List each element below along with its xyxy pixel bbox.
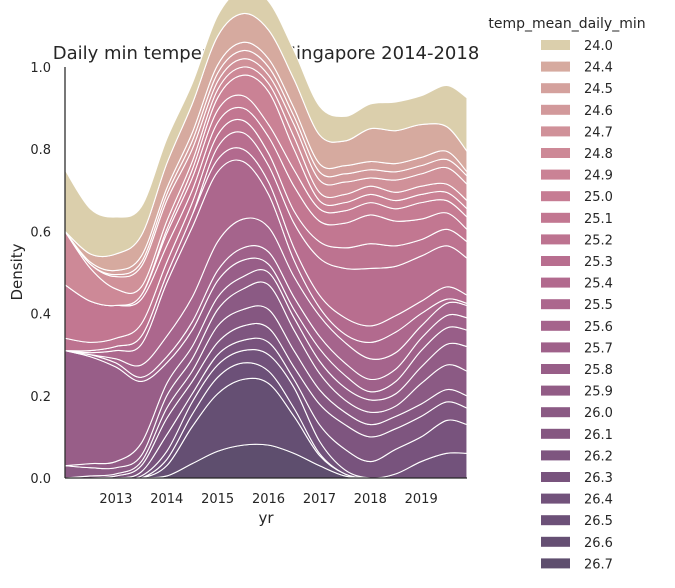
area-24-0 xyxy=(64,0,468,258)
y-axis-label: Density xyxy=(8,243,26,300)
legend-swatch xyxy=(541,40,570,50)
legend-swatch xyxy=(541,148,570,158)
x-tick-label: 2017 xyxy=(303,492,336,507)
x-axis-label: yr xyxy=(258,509,274,527)
legend-swatch xyxy=(541,256,570,266)
x-tick-labels: 2013 2014 2015 2016 2017 2018 2019 xyxy=(99,492,437,507)
y-tick-label: 0.8 xyxy=(30,143,51,158)
legend-label: 26.2 xyxy=(584,449,613,464)
x-tick-label: 2016 xyxy=(252,492,285,507)
legend-swatch xyxy=(541,83,570,94)
legend-label: 25.4 xyxy=(584,277,613,292)
legend-swatch xyxy=(541,515,570,526)
legend-swatch xyxy=(541,450,570,461)
y-tick-label: 0.0 xyxy=(30,472,51,487)
legend-label: 24.9 xyxy=(584,169,613,184)
legend-swatch xyxy=(541,385,570,396)
legend-swatch xyxy=(541,169,570,180)
legend-swatch xyxy=(541,536,570,547)
legend-label: 25.5 xyxy=(584,298,613,313)
legend-swatch xyxy=(541,558,570,569)
legend-label: 25.3 xyxy=(584,255,613,270)
legend-label: 25.0 xyxy=(584,190,613,205)
y-tick-label: 1.0 xyxy=(30,61,51,76)
legend-label: 25.8 xyxy=(584,363,613,378)
x-tick-label: 2014 xyxy=(150,492,183,507)
x-tick-label: 2015 xyxy=(201,492,234,507)
legend-swatch xyxy=(541,320,570,331)
legend-label: 26.7 xyxy=(584,557,613,572)
legend-label: 24.5 xyxy=(584,82,613,97)
legend-title: temp_mean_daily_min xyxy=(488,16,645,32)
legend-label: 26.3 xyxy=(584,471,613,486)
x-tick-label: 2019 xyxy=(405,492,438,507)
legend-label: 24.6 xyxy=(584,104,613,119)
legend-label: 24.7 xyxy=(584,125,613,140)
x-tick-label: 2018 xyxy=(354,492,387,507)
legend-label: 25.9 xyxy=(584,385,613,400)
legend-swatch xyxy=(541,407,570,418)
legend-swatch xyxy=(541,104,570,115)
legend-label: 25.2 xyxy=(584,233,613,248)
legend-label: 26.6 xyxy=(584,536,613,551)
y-tick-label: 0.4 xyxy=(30,308,51,323)
legend-swatch xyxy=(541,61,570,72)
legend-swatch xyxy=(541,493,570,504)
legend-swatch xyxy=(541,428,570,439)
legend-label: 24.8 xyxy=(584,147,613,162)
legend-label: 24.0 xyxy=(584,39,613,54)
legend-swatch xyxy=(541,364,570,374)
y-tick-labels: 0.0 0.2 0.4 0.6 0.8 1.0 xyxy=(30,61,51,487)
legend-swatch xyxy=(541,191,570,202)
legend-swatch xyxy=(541,472,570,482)
area-layers xyxy=(64,0,468,480)
legend: 24.0 24.4 24.5 24.6 24.7 24.8 24.9 25.0 25.1 25.2… xyxy=(541,39,613,572)
legend-swatch xyxy=(541,342,570,353)
legend-label: 24.4 xyxy=(584,61,613,76)
x-tick-label: 2013 xyxy=(99,492,132,507)
legend-label: 26.1 xyxy=(584,428,613,443)
y-tick-label: 0.6 xyxy=(30,225,51,240)
chart-axes xyxy=(64,67,467,479)
legend-label: 26.4 xyxy=(584,493,613,508)
legend-swatch xyxy=(541,277,570,288)
legend-label: 25.7 xyxy=(584,341,613,356)
legend-swatch xyxy=(541,234,570,245)
legend-label: 26.5 xyxy=(584,514,613,529)
legend-swatch xyxy=(541,299,570,310)
y-tick-label: 0.2 xyxy=(30,390,51,405)
legend-label: 25.6 xyxy=(584,320,613,335)
legend-label: 25.1 xyxy=(584,212,613,227)
legend-label: 26.0 xyxy=(584,406,613,421)
legend-swatch xyxy=(541,212,570,223)
legend-swatch xyxy=(541,126,570,137)
